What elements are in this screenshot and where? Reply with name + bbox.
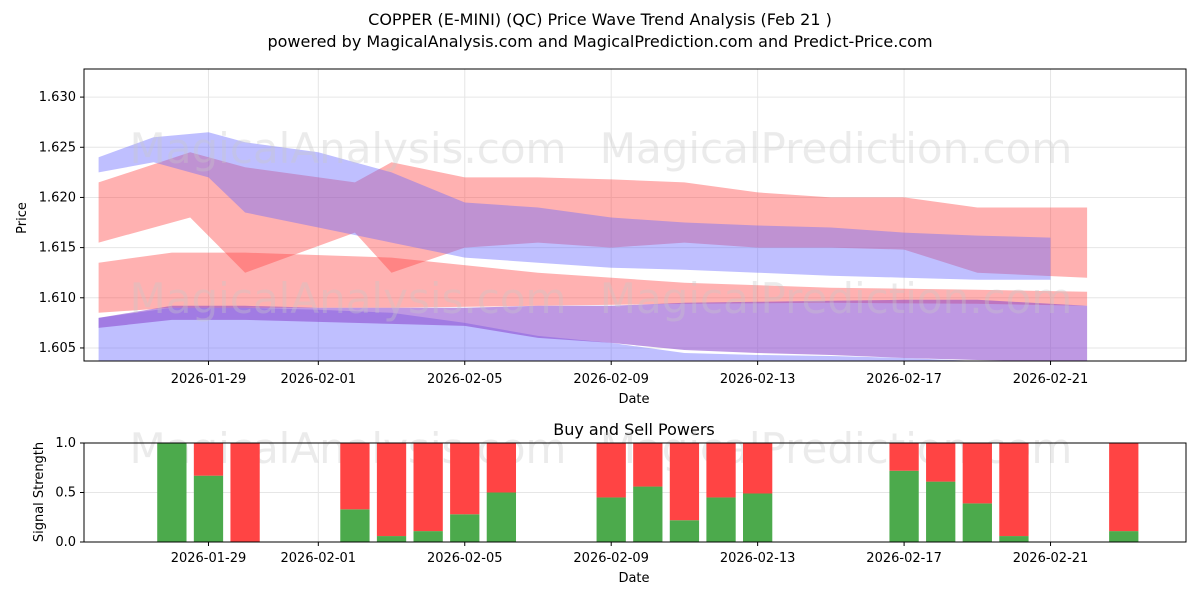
power-y-tick-label: 1.0	[55, 436, 76, 451]
power-chart-title: Buy and Sell Powers	[553, 420, 715, 439]
price-chart: MagicalAnalysis.com MagicalPrediction.co…	[15, 68, 1187, 407]
buy-bar	[633, 486, 663, 542]
power-x-label: Date	[618, 571, 649, 586]
price-x-tick-label: 2026-02-21	[1013, 372, 1089, 387]
price-band-4	[98, 299, 1088, 361]
buy-bar	[596, 497, 626, 542]
sell-bar	[926, 443, 956, 482]
watermark: MagicalAnalysis.com	[130, 274, 567, 323]
price-x-tick-label: 2026-02-01	[281, 372, 357, 387]
buy-bar	[450, 514, 480, 542]
sell-bar	[706, 443, 736, 498]
buy-bar	[376, 536, 407, 542]
price-y-tick-label: 1.625	[39, 140, 76, 155]
sell-bar	[596, 443, 626, 498]
price-x-tick-label: 2026-02-09	[573, 372, 649, 387]
power-y-ticks: 0.0 0.5 1.0	[55, 436, 84, 550]
price-y-ticks: 1.605 1.610 1.615 1.620 1.625 1.630	[39, 90, 84, 356]
price-y-tick-label: 1.615	[39, 241, 76, 256]
watermark: MagicalAnalysis.com	[130, 124, 567, 173]
sell-bar	[193, 443, 224, 476]
power-y-label: Signal Strength	[32, 442, 47, 542]
power-chart: Buy and Sell Powers MagicalAnalysis.com …	[32, 420, 1187, 586]
sell-bar	[962, 443, 992, 504]
power-x-tick-label: 2026-02-13	[720, 551, 796, 566]
sell-bar	[889, 443, 919, 471]
chart-subtitle: powered by MagicalAnalysis.com and Magic…	[267, 32, 932, 51]
buy-bar	[743, 493, 773, 542]
price-x-tick-label: 2026-02-05	[427, 372, 503, 387]
watermark: MagicalPrediction.com	[600, 274, 1073, 323]
buy-bar	[1109, 531, 1139, 542]
sell-bar	[999, 443, 1029, 537]
price-x-tick-label: 2026-01-29	[171, 372, 247, 387]
buy-bar	[486, 492, 517, 542]
chart-title: COPPER (E-MINI) (QC) Price Wave Trend An…	[368, 10, 832, 29]
watermark: MagicalPrediction.com	[600, 124, 1073, 173]
sell-bar	[230, 443, 260, 542]
sell-bar	[413, 443, 443, 532]
buy-bar	[889, 470, 919, 542]
price-x-ticks: 2026-01-29 2026-02-01 2026-02-05 2026-02-09…	[171, 361, 1089, 387]
buy-bar	[669, 520, 700, 542]
price-band-1	[98, 252, 1088, 313]
buy-bar	[999, 536, 1029, 542]
buy-bar	[193, 475, 224, 542]
buy-bar	[157, 443, 187, 542]
price-y-tick-label: 1.610	[39, 291, 76, 306]
sell-bar	[340, 443, 370, 510]
price-x-tick-label: 2026-02-13	[720, 372, 796, 387]
price-band-2	[98, 132, 1051, 280]
buy-bar	[706, 497, 736, 542]
buy-bar	[413, 531, 443, 542]
price-y-label: Price	[15, 202, 30, 234]
price-x-tick-label: 2026-02-17	[866, 372, 942, 387]
buy-bar	[962, 503, 992, 542]
sell-bar	[376, 443, 407, 537]
price-waves	[98, 132, 1088, 361]
buy-bar	[926, 481, 956, 542]
sell-bar	[1109, 443, 1139, 532]
sell-bar	[486, 443, 517, 493]
price-y-tick-label: 1.620	[39, 190, 76, 205]
price-band-0	[98, 152, 1088, 278]
sell-bar	[669, 443, 700, 521]
power-x-tick-label: 2026-02-17	[866, 551, 942, 566]
sell-bar	[450, 443, 480, 515]
price-y-tick-label: 1.605	[39, 341, 76, 356]
power-x-tick-label: 2026-01-29	[171, 551, 247, 566]
power-y-tick-label: 0.5	[55, 486, 76, 501]
price-plot-frame	[83, 68, 1187, 362]
power-x-ticks: 2026-01-29 2026-02-01 2026-02-05 2026-02-09…	[171, 542, 1089, 566]
sell-bar	[743, 443, 773, 494]
buy-bar	[340, 509, 370, 542]
power-x-tick-label: 2026-02-01	[281, 551, 357, 566]
power-x-tick-label: 2026-02-05	[427, 551, 503, 566]
power-x-tick-label: 2026-02-09	[573, 551, 649, 566]
price-x-label: Date	[618, 392, 649, 407]
price-y-tick-label: 1.630	[39, 90, 76, 105]
power-y-tick-label: 0.0	[55, 535, 76, 550]
price-grid	[84, 69, 1186, 361]
power-x-tick-label: 2026-02-21	[1013, 551, 1089, 566]
sell-bar	[633, 443, 663, 487]
power-bars	[157, 443, 1139, 542]
